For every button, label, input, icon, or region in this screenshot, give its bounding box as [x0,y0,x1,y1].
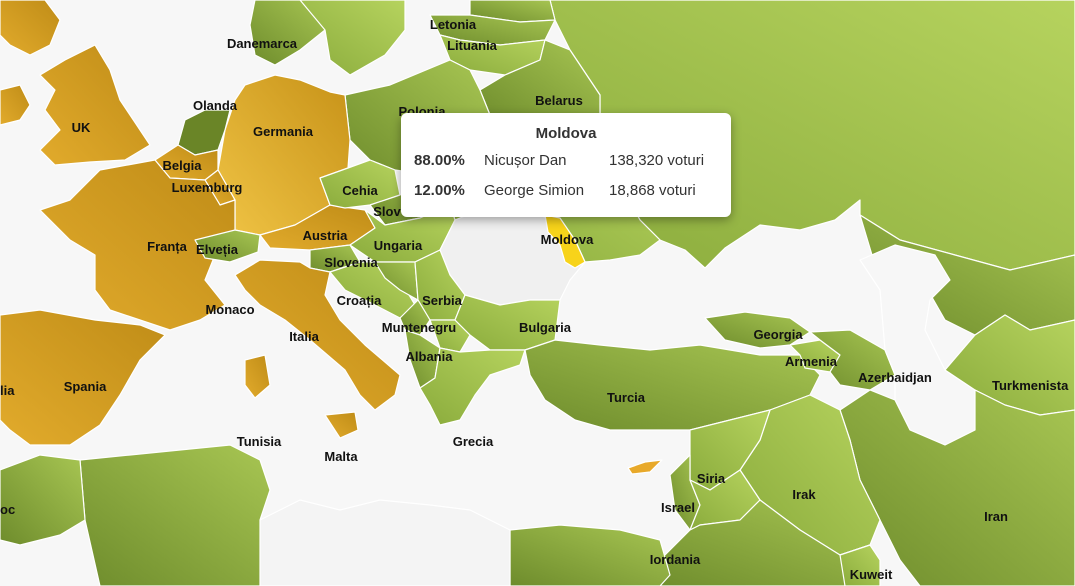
country-georgia[interactable] [704,311,811,349]
country-suedia[interactable] [299,0,406,76]
country-libia[interactable] [259,499,511,586]
tooltip-percent: 12.00% [414,182,465,199]
country-elvetia[interactable] [194,229,261,263]
country-muntenegru[interactable] [399,299,431,336]
tooltip-votes: 18,868 voturi [609,182,696,199]
country-uk[interactable] [39,44,151,166]
tooltip-title: Moldova [535,125,597,142]
country-spania[interactable] [0,309,166,446]
tooltip-percent: 88.00% [414,152,465,169]
country-algeria[interactable] [79,444,271,586]
tooltip-row: 12.00% George Simion 18,868 voturi [414,182,721,204]
country-norvegia[interactable] [0,0,61,56]
country-sardinia[interactable] [244,354,271,399]
country-kuweit[interactable] [839,544,881,586]
country-egipt[interactable] [509,524,671,586]
tooltip-candidate: George Simion [484,182,585,199]
country-irlanda[interactable] [0,84,31,126]
country-italia[interactable] [234,259,401,411]
country-azerbaidjan[interactable] [809,329,896,391]
country-bosnia[interactable] [374,261,419,301]
country-sicilia[interactable] [324,411,359,439]
country-macedonia[interactable] [429,319,471,353]
country-grecia[interactable] [419,347,526,426]
country-maroc[interactable] [0,454,86,546]
tooltip-candidate: Nicușor Dan [484,152,567,169]
country-cipru[interactable] [627,459,663,475]
tooltip-votes: 138,320 voturi [609,152,705,169]
country-moldova[interactable] [544,214,586,269]
country-franta[interactable] [39,159,236,331]
tooltip-row: 88.00% Nicușor Dan 138,320 voturi [414,152,721,174]
country-tooltip: Moldova 88.00% Nicușor Dan 138,320 votur… [401,113,731,217]
